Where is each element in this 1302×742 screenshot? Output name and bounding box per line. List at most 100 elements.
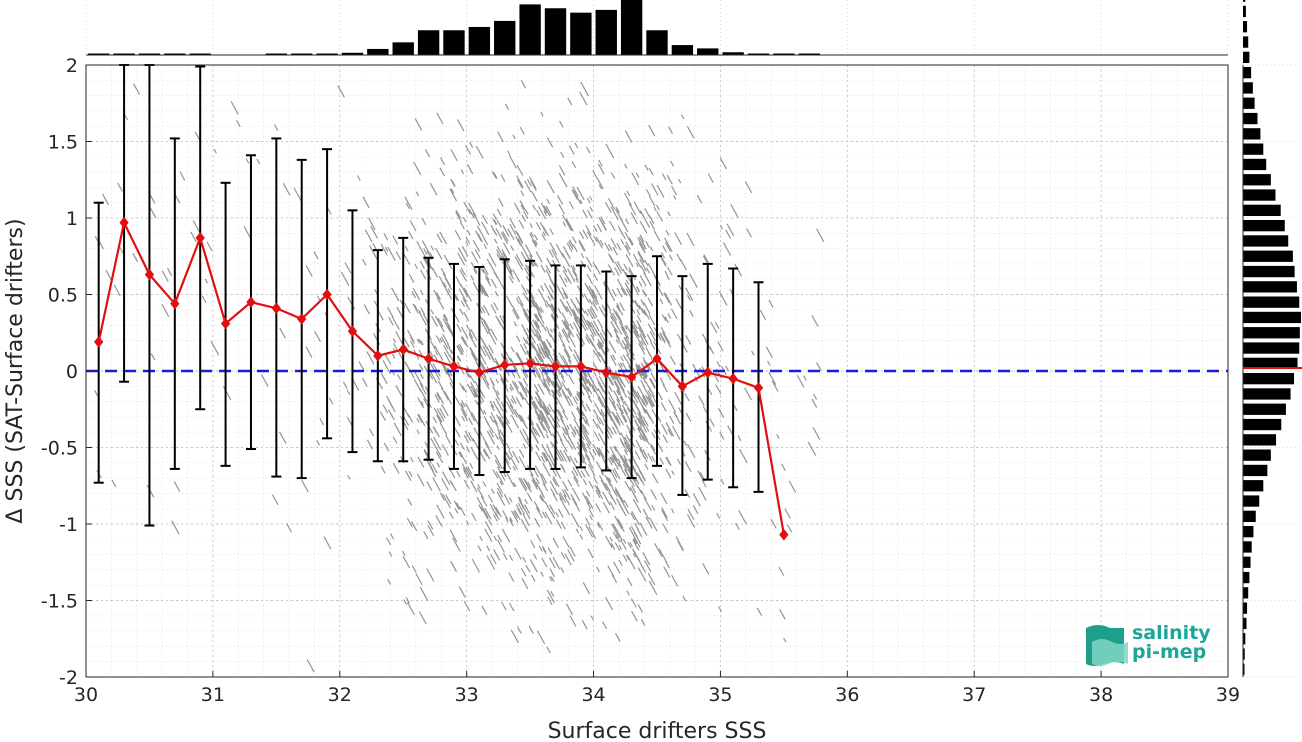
main-plot: 30 31 32 33 34 35 36 37 38 39 2 1.5 1 0.5 0 -0.5 -1 -1.5… — [41, 55, 1240, 706]
y-histogram-bar — [1243, 51, 1250, 63]
x-histogram-bars — [88, 0, 820, 55]
x-histogram-bar — [265, 53, 288, 55]
x-histogram-bar — [88, 53, 110, 55]
x-histogram-bar — [494, 20, 516, 55]
y-histogram-bar — [1243, 265, 1295, 278]
x-histogram-bar — [113, 53, 135, 55]
y-histogram-bar — [1243, 189, 1276, 201]
y-histogram-bar — [1243, 174, 1271, 186]
logo-text-salinity: salinity — [1132, 622, 1211, 644]
x-histogram-bar — [367, 48, 389, 55]
mean-marker — [119, 216, 129, 229]
mean-marker — [703, 366, 713, 379]
y-histogram-bar — [1243, 143, 1264, 155]
y-histogram-bar — [1243, 617, 1247, 630]
y-histogram-bar — [1243, 281, 1297, 293]
x-histogram-bar — [773, 53, 795, 55]
x-histogram-bar — [468, 26, 491, 55]
y-tick-label: 0.5 — [48, 285, 78, 307]
y-histogram-bar — [1243, 571, 1250, 584]
mean-marker — [626, 371, 637, 383]
x-tick-label: 38 — [1089, 684, 1113, 706]
y-histogram-bar — [1243, 403, 1286, 415]
y-histogram-bar — [1243, 250, 1293, 262]
mean-marker — [550, 360, 561, 373]
y-tick-label: -1.5 — [41, 591, 78, 613]
y-axis-ticks: 2 1.5 1 0.5 0 -0.5 -1 -1.5 -2 — [41, 55, 92, 689]
y-histogram-panel — [1242, 0, 1302, 678]
y-histogram-bar — [1243, 311, 1301, 324]
x-histogram-bar — [722, 52, 744, 55]
x-histogram-bar — [620, 0, 643, 55]
mean-marker — [576, 360, 586, 373]
x-tick-label: 30 — [74, 684, 98, 706]
y-histogram-bar — [1243, 5, 1246, 18]
y-histogram-bar — [1243, 388, 1291, 400]
y-histogram-bar — [1243, 0, 1246, 2]
x-tick-label: 34 — [581, 684, 605, 706]
x-tick-label: 33 — [455, 684, 479, 706]
x-histogram-bar — [316, 53, 338, 55]
y-histogram-bar — [1243, 342, 1300, 354]
y-histogram-bar — [1243, 663, 1245, 675]
y-histogram-bar — [1243, 648, 1245, 660]
x-histogram-bar — [417, 30, 440, 55]
x-histogram-bar — [164, 53, 186, 55]
y-histogram-bar — [1243, 158, 1267, 171]
x-axis-label: Surface drifters SSS — [548, 719, 767, 742]
mean-marker — [449, 360, 459, 373]
mean-marker — [677, 380, 688, 393]
y-histogram-bar — [1243, 67, 1252, 79]
binned-mean-line — [97, 219, 785, 535]
y-histogram-bar — [1243, 97, 1255, 109]
mean-marker — [322, 288, 332, 301]
y-tick-label: 2 — [66, 55, 78, 77]
x-histogram-bar — [595, 9, 617, 55]
y-histogram-bar — [1243, 418, 1282, 431]
y-histogram-bar — [1243, 633, 1246, 645]
mean-marker — [246, 296, 256, 308]
x-histogram-bar — [291, 53, 313, 55]
x-tick-label: 36 — [835, 684, 859, 706]
y-histogram-bar — [1243, 587, 1249, 599]
y-histogram-bar — [1243, 541, 1252, 553]
y-histogram-bar — [1243, 357, 1298, 369]
y-histogram-bar — [1243, 526, 1254, 538]
y-histogram-bar — [1243, 235, 1289, 247]
y-histogram-bar — [1243, 434, 1277, 446]
y-histogram-grid — [1243, 64, 1302, 678]
x-histogram-bar — [646, 30, 668, 55]
y-axis-label: Δ SSS (SAT-Surface drifters) — [3, 218, 28, 523]
mean-marker — [525, 357, 535, 370]
mean-marker — [271, 302, 281, 315]
x-tick-label: 35 — [708, 684, 732, 706]
y-histogram-bar — [1243, 556, 1251, 568]
x-histogram-bar — [544, 8, 567, 55]
x-histogram-bar — [392, 42, 414, 55]
x-histogram-bar — [138, 53, 161, 55]
y-histogram-bar — [1243, 602, 1248, 614]
logo-text-pi-mep: pi-mep — [1132, 641, 1206, 663]
y-histogram-bar — [1243, 36, 1249, 48]
x-histogram-bar — [798, 53, 820, 55]
logo-wave-icon-light — [1092, 639, 1128, 666]
y-histogram-bar — [1243, 204, 1281, 216]
y-tick-label: 1.5 — [48, 132, 78, 154]
x-tick-label: 37 — [962, 684, 986, 706]
mean-marker — [220, 317, 231, 330]
mean-marker — [601, 366, 611, 379]
binned-mean-markers — [94, 216, 789, 541]
y-histogram-bar — [1243, 464, 1268, 477]
y-tick-label: 1 — [66, 208, 78, 230]
salinity-pi-mep-logo: salinity pi-mep — [1086, 622, 1211, 666]
y-histogram-bar — [1243, 128, 1261, 140]
mean-marker — [474, 366, 484, 379]
mean-marker — [500, 359, 510, 371]
mean-marker — [423, 352, 434, 365]
x-histogram-bar — [697, 48, 719, 55]
y-histogram-bar — [1243, 112, 1258, 125]
mean-marker — [779, 528, 789, 541]
y-histogram-bar — [1243, 480, 1264, 492]
x-histogram-bar — [341, 52, 364, 55]
